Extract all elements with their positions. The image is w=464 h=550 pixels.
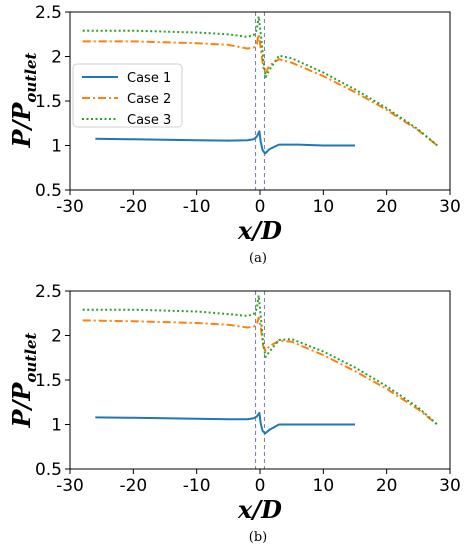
panel-a-y-tick-label: 2 (51, 48, 62, 68)
panel-a-legend: Case 1 Case 2 Case 3 (72, 63, 183, 128)
legend-label-case-2: Case 2 (127, 92, 171, 107)
legend-label-case-1: Case 1 (127, 71, 171, 86)
panel-b-y-tick-label: 0.5 (35, 460, 62, 480)
panel-b-xlabel: x/D (237, 495, 282, 524)
panel-b-series-case-1 (95, 411, 355, 435)
panel-b-ylabel-main: P/P (7, 382, 36, 429)
panel-a-x-tick-label: -10 (183, 197, 211, 217)
panel-a-caption: (a) (249, 251, 267, 266)
panel-a-x-tick-label: 0 (255, 197, 266, 217)
panel-b-y-tick-label: 2.5 (35, 282, 62, 302)
panel-b: -30 -20 -10 0 10 20 30 0.5 1 1.5 2 2.5 P/Poutlet x… (7, 282, 461, 545)
panel-a-x-tick-label: 20 (376, 197, 398, 217)
legend-box (72, 63, 183, 128)
panel-b-caption: (b) (249, 530, 267, 545)
panel-a-y-tick-label: 2.5 (35, 3, 62, 23)
panel-a-vlines (255, 12, 265, 190)
panel-a-xlabel: x/D (237, 216, 282, 245)
panel-b-x-tick-label: 30 (439, 476, 461, 496)
panel-a-x-tick-label: -30 (56, 197, 84, 217)
panel-b-x-tick-label: 0 (255, 476, 266, 496)
panel-a-y-tick-label: 0.5 (35, 181, 62, 201)
panel-b-x-ticks: -30 -20 -10 0 10 20 30 (56, 469, 461, 496)
legend-label-case-3: Case 3 (127, 113, 171, 128)
panel-b-series (82, 294, 438, 435)
panel-a: -30 -20 -10 0 10 20 30 0.5 1 1.5 2 2.5 P/Poutlet x… (7, 3, 461, 266)
panel-b-y-tick-label: 1.5 (35, 371, 62, 391)
panel-b-ylabel-sub: outlet (22, 332, 40, 382)
panel-b-x-tick-label: 10 (313, 476, 335, 496)
panel-b-ylabel: P/Poutlet (7, 332, 40, 428)
panel-a-ylabel-main: P/P (7, 102, 36, 149)
panel-a-ylabel-sub: outlet (22, 52, 40, 102)
panel-b-x-tick-label: -20 (119, 476, 147, 496)
panel-b-x-tick-label: -10 (183, 476, 211, 496)
panel-a-y-tick-label: 1.5 (35, 92, 62, 112)
panel-b-x-tick-label: 20 (376, 476, 398, 496)
panel-a-y-tick-label: 1 (51, 137, 62, 157)
panel-b-x-tick-label: -30 (56, 476, 84, 496)
panel-b-series-case-3 (82, 294, 438, 426)
panel-a-x-tick-label: 30 (439, 197, 461, 217)
panel-b-y-tick-label: 2 (51, 327, 62, 347)
panel-b-y-tick-label: 1 (51, 416, 62, 436)
panel-a-x-ticks: -30 -20 -10 0 10 20 30 (56, 190, 461, 217)
panel-a-ylabel: P/Poutlet (7, 52, 40, 148)
panel-a-series (82, 15, 438, 155)
panel-a-series-case-1 (95, 130, 355, 155)
panel-b-y-ticks: 0.5 1 1.5 2 2.5 (35, 282, 70, 480)
panel-b-vlines (255, 291, 265, 469)
panel-a-y-ticks: 0.5 1 1.5 2 2.5 (35, 3, 70, 201)
panel-a-series-case-2 (82, 33, 438, 147)
panel-b-series-case-2 (82, 316, 438, 426)
panel-a-x-tick-label: 10 (313, 197, 335, 217)
panel-a-x-tick-label: -20 (119, 197, 147, 217)
